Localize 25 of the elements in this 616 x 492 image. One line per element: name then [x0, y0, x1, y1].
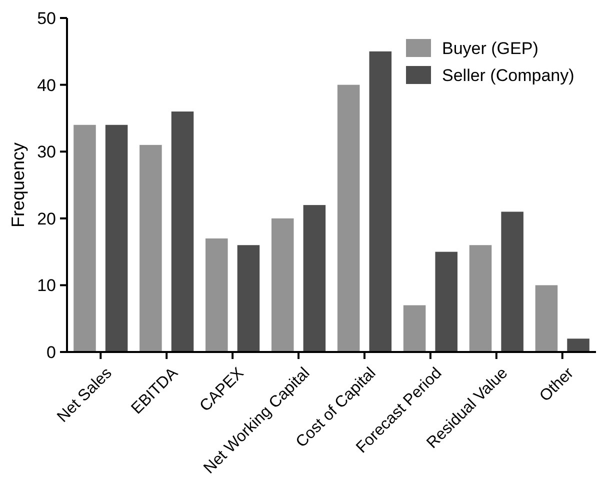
bar	[105, 124, 128, 352]
bar	[303, 205, 326, 352]
bar	[271, 218, 294, 352]
bar	[206, 238, 228, 352]
y-tick-label: 50	[37, 8, 56, 28]
bar	[469, 245, 492, 352]
bar	[74, 124, 96, 352]
bar	[337, 84, 360, 352]
y-tick-label: 0	[46, 342, 56, 362]
bar	[369, 51, 392, 352]
bar	[237, 245, 260, 352]
bar	[567, 338, 590, 352]
bar	[501, 212, 524, 352]
bar	[171, 112, 194, 352]
y-axis-title: Frequency	[8, 142, 28, 228]
y-tick-label: 10	[37, 276, 56, 296]
bar	[435, 252, 458, 352]
legend-label: Buyer (GEP)	[442, 38, 538, 58]
y-tick-label: 30	[37, 142, 56, 162]
bar	[403, 305, 426, 352]
bar	[140, 144, 162, 352]
bar	[535, 285, 558, 352]
y-tick-label: 20	[37, 209, 56, 228]
y-tick-label: 40	[37, 76, 56, 95]
legend-label: Seller (Company)	[442, 66, 574, 85]
